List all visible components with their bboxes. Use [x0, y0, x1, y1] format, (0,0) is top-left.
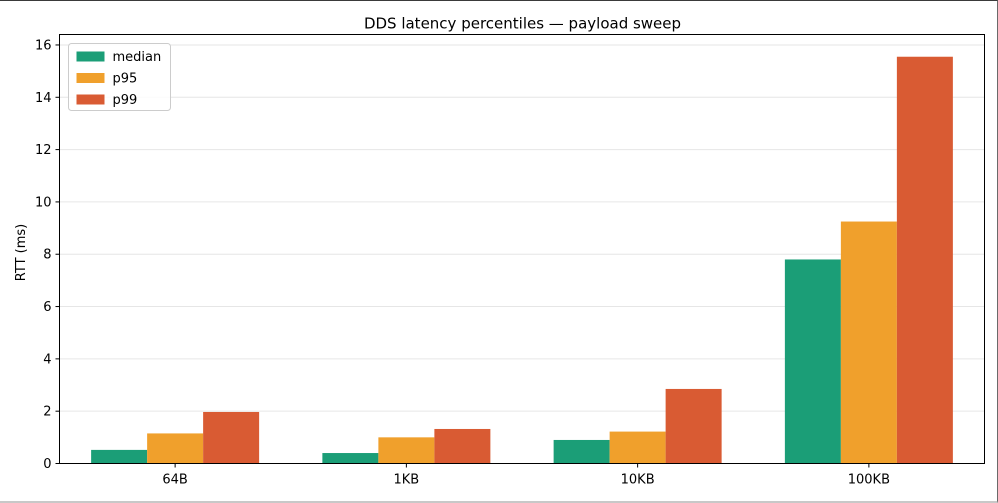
- bar-median-1KB: [322, 453, 379, 464]
- legend-label-median: median: [113, 50, 162, 65]
- grid-lines: [59, 44, 985, 464]
- x-tick-label: 1KB: [394, 473, 420, 488]
- bar-median-100KB: [784, 259, 841, 464]
- legend-label-p99: p99: [113, 93, 138, 108]
- bar-p95-10KB: [609, 431, 666, 464]
- chart-title: DDS latency percentiles — payload sweep: [364, 15, 681, 33]
- bar-p95-1KB: [378, 437, 435, 464]
- legend-label-p95: p95: [113, 72, 138, 87]
- y-tick-label: 14: [35, 91, 52, 106]
- bar-p99-1KB: [434, 428, 491, 464]
- bar-p95-100KB: [840, 221, 897, 464]
- bar-p99-64B: [203, 411, 260, 464]
- axes: 0 2 4 6 8 10 12 14 16 64B 1KB 10KB 100KB: [35, 38, 890, 487]
- bar-p95-64B: [147, 433, 204, 464]
- y-tick-label: 2: [43, 405, 51, 420]
- bar-p99-100KB: [896, 56, 953, 464]
- bars: [91, 56, 953, 464]
- x-tick-label: 100KB: [848, 473, 890, 488]
- y-tick-label: 10: [35, 195, 52, 210]
- legend-swatch-p99: [76, 94, 105, 105]
- x-tick-label: 64B: [162, 473, 187, 488]
- legend-swatch-p95: [76, 73, 105, 83]
- y-tick-label: 8: [43, 248, 51, 263]
- bar-median-64B: [91, 449, 148, 464]
- x-tick-label: 10KB: [621, 473, 655, 488]
- y-tick-label: 16: [35, 38, 52, 53]
- legend: median p95 p99: [68, 43, 171, 111]
- y-tick-label: 6: [43, 300, 51, 315]
- plot-area-frame: [59, 34, 985, 464]
- bar-median-10KB: [553, 439, 610, 464]
- legend-swatch-median: [76, 51, 105, 62]
- y-tick-label: 0: [43, 457, 51, 472]
- y-tick-label: 4: [43, 352, 51, 367]
- y-axis-label: RTT (ms): [14, 224, 29, 281]
- bar-p99-10KB: [665, 388, 722, 464]
- y-tick-label: 12: [35, 143, 52, 158]
